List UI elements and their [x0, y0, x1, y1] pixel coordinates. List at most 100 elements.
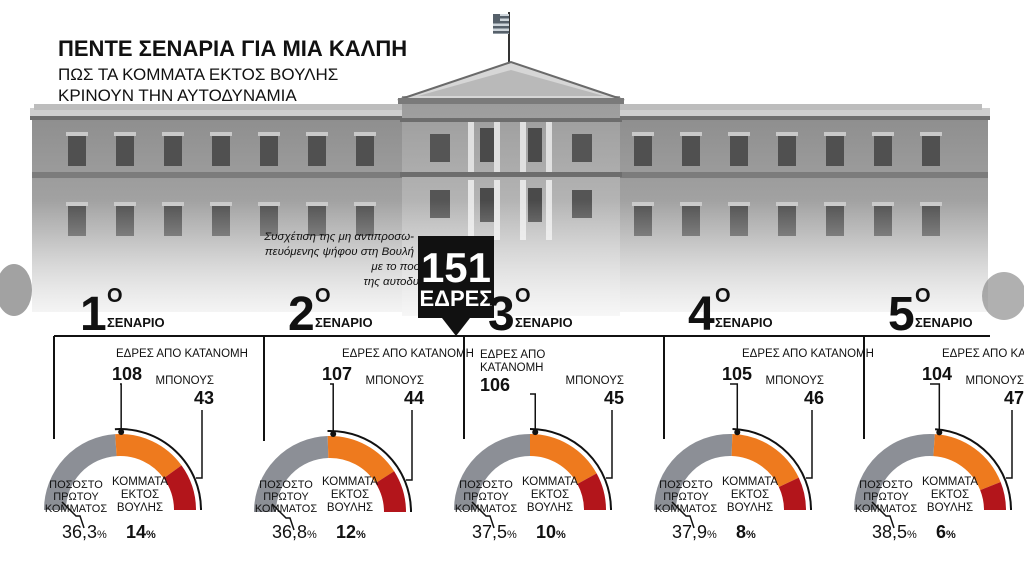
allocation-label-line-2: ΚΑΤΑΝΟΜΗ [480, 362, 543, 374]
allocation-label-line-1: ΕΔΡΕΣ ΑΠΟ [480, 349, 545, 361]
first-party-pct: 37,9% [672, 522, 717, 542]
window [308, 136, 326, 166]
scenario-word: ΣΕΝΑΡΙΟ [315, 315, 373, 330]
first-party-label-1: ΠΟΣΟΣΤΟ [659, 479, 713, 491]
window-cornice [162, 132, 184, 136]
first-party-label-3: ΚΟΜΜΑΤΟΣ [455, 503, 517, 515]
window [922, 136, 940, 166]
window-cornice [354, 132, 376, 136]
allocation-seats-value: 108 [112, 364, 142, 384]
first-party-pct: 38,5% [872, 522, 917, 542]
outside-label-1: ΚΟΜΜΑΤΑ [522, 476, 578, 488]
scenario-number: 3 [488, 288, 515, 341]
bonus-value: 43 [194, 388, 214, 408]
scenario-ordinal-mark: Ο [315, 285, 331, 307]
outside-label-1: ΚΟΜΜΑΤΑ [722, 476, 778, 488]
first-party-pct: 36,8% [272, 522, 317, 542]
page-title: ΠΕΝΤΕ ΣΕΝΑΡΙΑ ΓΙΑ ΜΙΑ ΚΑΛΠΗ [58, 36, 407, 61]
first-party-pct: 37,5% [472, 522, 517, 542]
first-party-label-1: ΠΟΣΟΣΤΟ [49, 479, 103, 491]
window [528, 128, 542, 162]
window-cornice [776, 132, 798, 136]
bonus-label: ΜΠΟΝΟΥΣ [366, 375, 425, 387]
outside-label-2: ΕΚΤΟΣ [931, 489, 969, 501]
window-cornice [824, 132, 846, 136]
first-party-pct: 36,3% [62, 522, 107, 542]
bonus-value: 44 [404, 388, 424, 408]
bonus-leader [606, 410, 612, 478]
scenario-number: 5 [888, 288, 915, 341]
bonus-label: ΜΠΟΝΟΥΣ [766, 375, 825, 387]
allocation-seats-value: 106 [480, 375, 510, 395]
allocation-arc [116, 445, 173, 472]
window [430, 134, 450, 162]
outside-parties-arc [587, 479, 595, 510]
outside-parties-arc [789, 482, 795, 510]
bonus-label: ΜΠΟΝΟΥΣ [566, 375, 625, 387]
scenario-ordinal-mark: Ο [107, 285, 123, 307]
majority-seats: 151 [421, 244, 491, 291]
window [212, 136, 230, 166]
window-cornice [872, 132, 894, 136]
window [68, 136, 86, 166]
allocation-marker-dot [532, 429, 538, 435]
window [778, 136, 796, 166]
outside-label-2: ΕΚΤΟΣ [331, 489, 369, 501]
window [730, 136, 748, 166]
outside-label-3: ΒΟΥΛΗΣ [527, 502, 573, 514]
window [682, 136, 700, 166]
window-cornice [114, 132, 136, 136]
allocation-label: ΕΔΡΕΣ ΑΠΟ ΚΑΤΑΝΟΜΗ [942, 348, 1024, 360]
outside-label-1: ΚΟΜΜΑΤΑ [922, 476, 978, 488]
allocation-arc [530, 445, 587, 479]
window [826, 136, 844, 166]
allocation-leader [730, 384, 737, 432]
first-party-label-1: ΠΟΣΟΣΤΟ [859, 479, 913, 491]
outside-parties-arc [990, 486, 995, 510]
allocation-label: ΕΔΡΕΣ ΑΠΟ ΚΑΤΑΝΟΜΗ [742, 348, 874, 360]
scenario-word: ΣΕΝΑΡΙΟ [715, 315, 773, 330]
scenario-word: ΣΕΝΑΡΙΟ [915, 315, 973, 330]
bonus-label: ΜΠΟΝΟΥΣ [156, 375, 215, 387]
window-cornice [258, 132, 280, 136]
window-cornice [920, 132, 942, 136]
outside-pct: 14% [126, 522, 156, 542]
outside-parties-arc [173, 472, 185, 510]
outside-label-1: ΚΟΜΜΑΤΑ [322, 476, 378, 488]
greek-flag-icon [493, 14, 509, 34]
first-party-label-2: ΠΡΩΤΟΥ [263, 491, 309, 503]
allocation-label: ΕΔΡΕΣ ΑΠΟ ΚΑΤΑΝΟΜΗ [116, 348, 248, 360]
window [116, 136, 134, 166]
bonus-leader [806, 410, 812, 478]
first-party-label-1: ΠΟΣΟΣΤΟ [459, 479, 513, 491]
note-line-2: πευόμενης ψήφου στη Βουλή [265, 246, 414, 258]
first-party-label-2: ΠΡΩΤΟΥ [463, 491, 509, 503]
window [572, 134, 592, 162]
first-party-label-3: ΚΟΜΜΑΤΟΣ [855, 503, 917, 515]
window [874, 136, 892, 166]
first-party-label-2: ΠΡΩΤΟΥ [663, 491, 709, 503]
outside-parties-arc [385, 477, 395, 512]
window-cornice [632, 132, 654, 136]
allocation-marker-dot [118, 429, 124, 435]
subtitle-line-2: ΚΡΙΝΟΥΝ ΤΗΝ ΑΥΤΟΔΥΝΑΜΙΑ [58, 86, 297, 105]
bonus-leader [406, 410, 412, 480]
allocation-leader [120, 384, 121, 432]
bonus-leader [196, 410, 202, 478]
outside-label-3: ΒΟΥΛΗΣ [927, 502, 973, 514]
first-party-label-1: ΠΟΣΟΣΤΟ [259, 479, 313, 491]
bonus-value: 46 [804, 388, 824, 408]
window-cornice [210, 132, 232, 136]
allocation-marker-dot [936, 429, 942, 435]
window [634, 136, 652, 166]
note-line-1: Συσχέτιση της μη αντιπροσω- [263, 231, 414, 243]
allocation-seats-value: 105 [722, 364, 752, 384]
scenario-ordinal-mark: Ο [915, 285, 931, 307]
allocation-leader [530, 394, 535, 432]
first-party-label-3: ΚΟΜΜΑΤΟΣ [255, 503, 317, 515]
first-party-label-3: ΚΟΜΜΑΤΟΣ [45, 503, 107, 515]
bonus-leader [1006, 410, 1012, 478]
outside-label-3: ΒΟΥΛΗΣ [727, 502, 773, 514]
